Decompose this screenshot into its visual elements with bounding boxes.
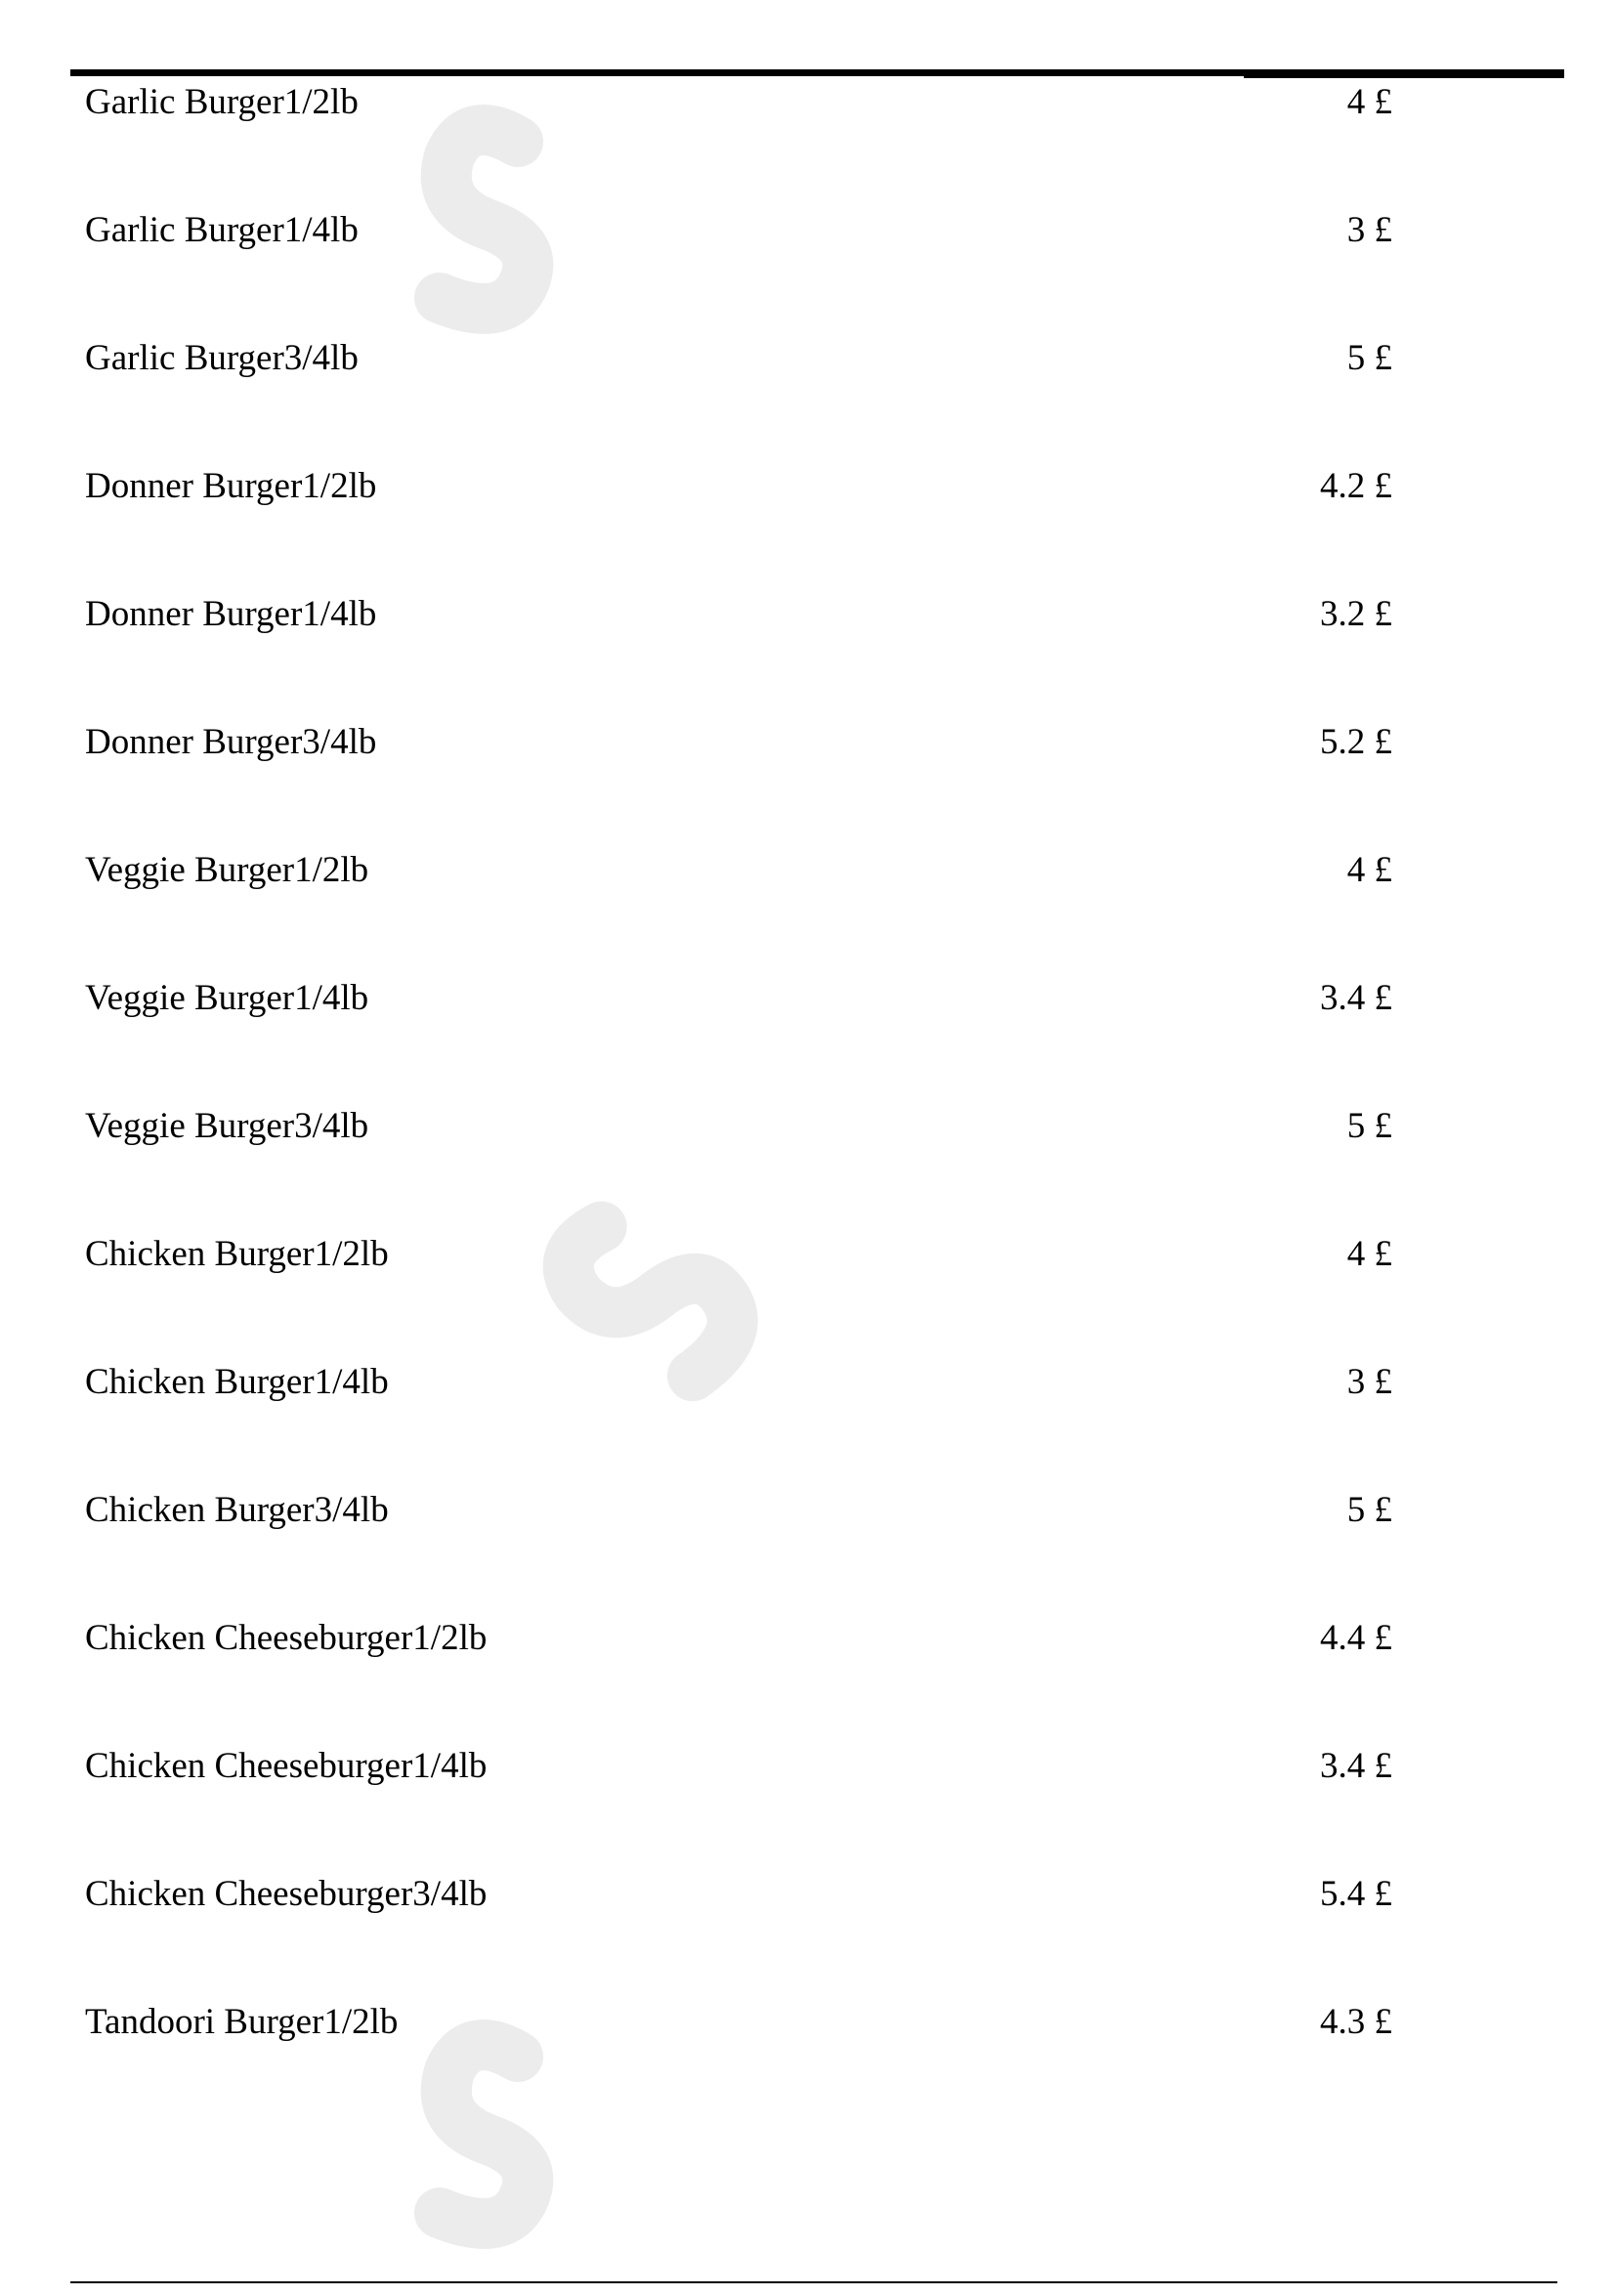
menu-item-price: 3.4 £ — [1320, 978, 1392, 1018]
menu-item-price: 4.3 £ — [1320, 2002, 1392, 2042]
menu-item: Garlic Burger3/4lb 5 £ — [85, 330, 1392, 379]
menu-item-name: Garlic Burger1/2lb — [85, 82, 359, 122]
menu-item-price: 3 £ — [1346, 1362, 1392, 1402]
menu-item: Donner Burger1/4lb 3.2 £ — [85, 586, 1392, 635]
menu-item-price: 5 £ — [1346, 1490, 1392, 1530]
menu-item-name: Donner Burger1/4lb — [85, 594, 377, 634]
menu-item: Tandoori Burger1/2lb 4.3 £ — [85, 1994, 1392, 2043]
menu-item-price: 3.4 £ — [1320, 1746, 1392, 1786]
menu-item: Donner Burger3/4lb 5.2 £ — [85, 714, 1392, 763]
menu-item-price: 5.4 £ — [1320, 1874, 1392, 1914]
menu-item-name: Chicken Cheeseburger1/2lb — [85, 1618, 488, 1658]
menu-item-price: 5 £ — [1346, 338, 1392, 378]
menu-item: Veggie Burger1/4lb 3.4 £ — [85, 970, 1392, 1019]
top-rule — [70, 69, 1244, 76]
menu-item-price: 5.2 £ — [1320, 722, 1392, 762]
menu-item: Chicken Cheeseburger1/2lb 4.4 £ — [85, 1610, 1392, 1659]
menu-item: Garlic Burger1/4lb 3 £ — [85, 202, 1392, 251]
menu-item-price: 4 £ — [1346, 850, 1392, 890]
menu-item: Chicken Burger1/2lb 4 £ — [85, 1226, 1392, 1275]
menu-item-name: Veggie Burger1/2lb — [85, 850, 369, 890]
menu-item: Chicken Burger3/4lb 5 £ — [85, 1482, 1392, 1531]
menu-item-price: 4.2 £ — [1320, 466, 1392, 506]
menu-item-name: Tandoori Burger1/2lb — [85, 2002, 399, 2042]
menu-item-name: Chicken Burger1/2lb — [85, 1234, 389, 1274]
menu-item-price: 5 £ — [1346, 1106, 1392, 1146]
menu-item: Veggie Burger3/4lb 5 £ — [85, 1098, 1392, 1147]
menu-item-price: 4.4 £ — [1320, 1618, 1392, 1658]
menu-item-price: 4 £ — [1346, 1234, 1392, 1274]
menu-item-name: Garlic Burger1/4lb — [85, 210, 359, 250]
menu-item: Chicken Cheeseburger1/4lb 3.4 £ — [85, 1738, 1392, 1787]
menu-item: Chicken Burger1/4lb 3 £ — [85, 1354, 1392, 1403]
menu-item-name: Chicken Cheeseburger3/4lb — [85, 1874, 488, 1914]
menu-item-name: Donner Burger1/2lb — [85, 466, 377, 506]
menu-item-name: Chicken Burger3/4lb — [85, 1490, 389, 1530]
menu-item: Donner Burger1/2lb 4.2 £ — [85, 458, 1392, 507]
menu-item-name: Veggie Burger3/4lb — [85, 1106, 369, 1146]
menu-item-name: Chicken Burger1/4lb — [85, 1362, 389, 1402]
menu-item: Garlic Burger1/2lb 4 £ — [85, 74, 1392, 123]
menu-item: Chicken Cheeseburger3/4lb 5.4 £ — [85, 1866, 1392, 1915]
bottom-rule — [70, 2281, 1557, 2283]
menu-item-name: Donner Burger3/4lb — [85, 722, 377, 762]
menu-item-price: 3 £ — [1346, 210, 1392, 250]
menu-item-name: Garlic Burger3/4lb — [85, 338, 359, 378]
menu-item-name: Chicken Cheeseburger1/4lb — [85, 1746, 488, 1786]
menu-item-price: 3.2 £ — [1320, 594, 1392, 634]
menu-item-name: Veggie Burger1/4lb — [85, 978, 369, 1018]
menu-item-price: 4 £ — [1346, 82, 1392, 122]
menu-item: Veggie Burger1/2lb 4 £ — [85, 842, 1392, 891]
top-rule-right — [1244, 69, 1564, 78]
